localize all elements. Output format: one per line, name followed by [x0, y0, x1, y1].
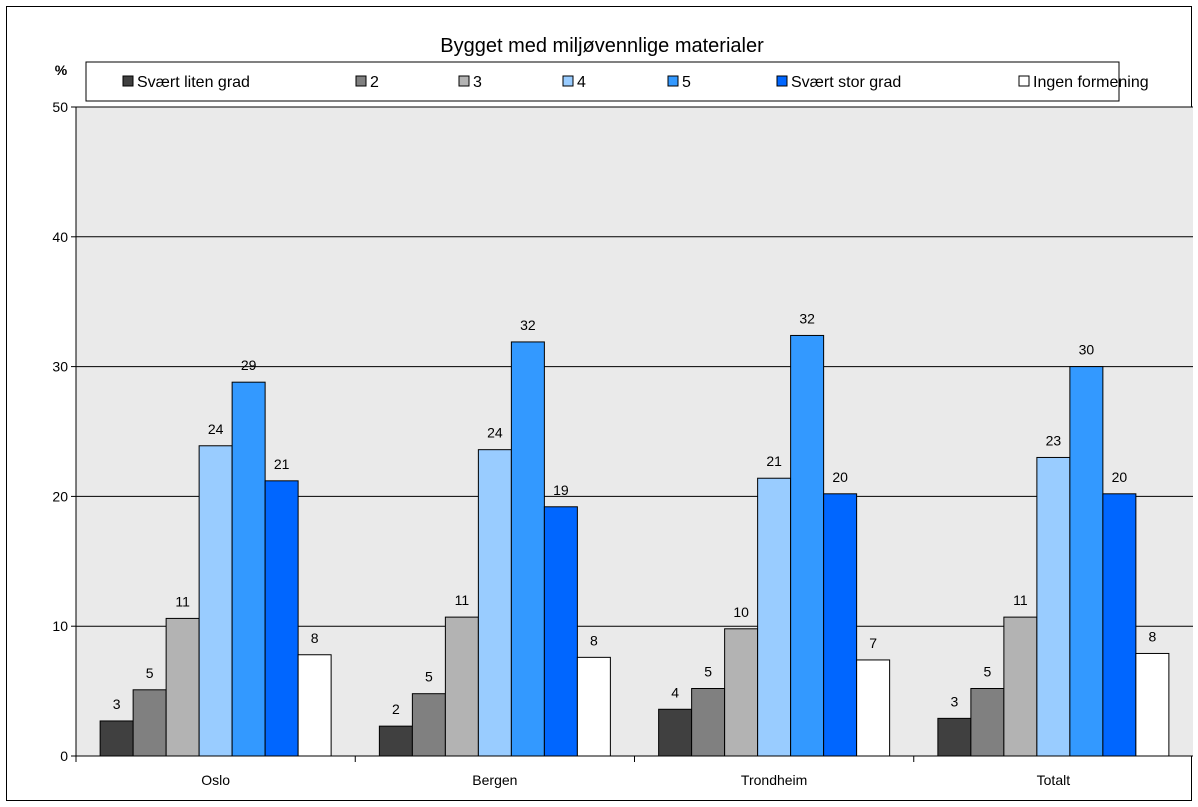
data-label: 3	[113, 696, 121, 712]
data-label: 24	[487, 425, 503, 441]
data-label: 21	[274, 456, 290, 472]
bar	[99, 720, 134, 757]
data-label: 30	[1079, 342, 1095, 358]
data-label: 20	[832, 469, 848, 485]
bar	[198, 445, 233, 757]
legend-swatch	[122, 75, 134, 87]
bar	[477, 449, 512, 757]
legend-label: 2	[370, 74, 379, 91]
data-label: 20	[1112, 469, 1128, 485]
bar	[937, 717, 972, 757]
legend-swatch	[667, 75, 679, 87]
data-label: 32	[520, 317, 536, 333]
y-tick-label: 30	[52, 359, 68, 375]
x-tick-label: Totalt	[1037, 772, 1071, 788]
bar	[691, 688, 726, 757]
data-label: 8	[1148, 628, 1156, 644]
chart-title: Bygget med miljøvennlige materialer	[440, 35, 764, 57]
data-label: 7	[869, 635, 877, 651]
legend-label: 5	[682, 74, 691, 91]
bar	[264, 480, 299, 757]
y-tick-label: 50	[52, 99, 68, 115]
bar-chart: Bygget med miljøvennlige materialer % 3 5…	[52, 35, 1193, 788]
bar	[444, 616, 479, 757]
data-label: 5	[704, 664, 712, 680]
bar	[658, 708, 693, 757]
bar	[411, 693, 446, 757]
data-label: 10	[733, 604, 749, 620]
bar	[510, 341, 545, 757]
data-label: 11	[175, 593, 190, 609]
data-label: 11	[455, 592, 470, 608]
legend-swatch	[776, 75, 788, 87]
bar	[165, 617, 200, 757]
data-label: 2	[392, 701, 400, 717]
legend-swatch	[355, 75, 367, 87]
data-label: 24	[208, 421, 224, 437]
bar	[970, 688, 1005, 757]
data-label: 23	[1046, 432, 1062, 448]
legend-swatch	[458, 75, 470, 87]
x-tick-label: Bergen	[472, 772, 517, 788]
bar	[543, 506, 578, 757]
data-label: 11	[1013, 592, 1028, 608]
bar	[757, 477, 792, 757]
legend-swatch	[1018, 75, 1030, 87]
chart-frame: Bygget med miljøvennlige materialer % 3 5…	[6, 6, 1193, 801]
legend-label: 4	[577, 74, 586, 91]
legend-swatch	[562, 75, 574, 87]
x-tick-label: Trondheim	[741, 772, 807, 788]
data-label: 21	[766, 453, 782, 469]
x-tick-label: Oslo	[201, 772, 230, 788]
bar	[1036, 456, 1071, 757]
legend-label: 3	[473, 74, 482, 91]
data-label: 32	[799, 310, 815, 326]
y-tick-label: 20	[52, 488, 68, 504]
bar	[724, 628, 759, 757]
bar	[297, 654, 332, 757]
bar	[1135, 652, 1170, 757]
bar	[1003, 616, 1038, 757]
legend-label: Ingen formening	[1033, 74, 1149, 91]
data-label: 3	[950, 693, 958, 709]
data-label: 8	[590, 632, 598, 648]
y-tick-label: 40	[52, 229, 68, 245]
data-label: 19	[553, 482, 569, 498]
y-axis-label: %	[55, 62, 68, 78]
legend-label: Svært liten grad	[137, 74, 250, 91]
bar	[1102, 493, 1137, 757]
data-label: 5	[425, 669, 433, 685]
bar	[231, 381, 266, 757]
bar	[823, 493, 858, 757]
bar	[856, 659, 891, 757]
bar	[790, 334, 825, 757]
legend-label: Svært stor grad	[791, 74, 901, 91]
data-label: 4	[671, 684, 679, 700]
legend-box	[85, 61, 1120, 102]
data-label: 29	[241, 357, 257, 373]
y-tick-label: 0	[60, 748, 68, 764]
bar	[1069, 366, 1104, 757]
data-label: 5	[983, 664, 991, 680]
bar	[132, 689, 167, 757]
y-tick-label: 10	[52, 618, 68, 634]
data-label: 5	[146, 665, 154, 681]
data-label: 8	[311, 630, 319, 646]
bar	[378, 725, 413, 757]
bar	[576, 656, 611, 757]
